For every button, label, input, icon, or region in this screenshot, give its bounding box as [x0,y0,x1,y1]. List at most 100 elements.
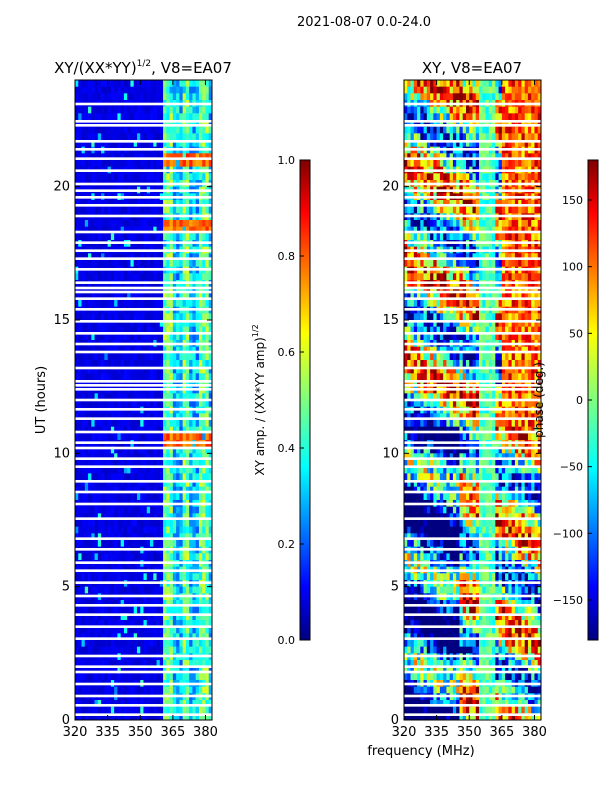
phase-heatmap-cell [527,80,532,88]
amplitude-heatmap-cell [78,666,82,674]
amplitude-heatmap-cell [176,346,180,354]
amplitude-heatmap-cell [166,666,170,674]
amplitude-heatmap-cell [133,286,138,294]
amplitude-heatmap-cell [153,606,157,614]
amplitude-heatmap-cell [120,420,125,428]
amplitude-heatmap-cell [182,320,187,328]
amplitude-heatmap-cell [140,233,144,241]
amplitude-heatmap-cell [81,420,86,428]
amplitude-heatmap-cell [140,420,144,428]
amplitude-heatmap-cell [97,586,102,594]
amplitude-heatmap-cell [189,293,193,301]
phase-heatmap-cell [521,80,526,88]
amplitude-heatmap-cell [101,613,105,621]
amplitude-heatmap-cell [110,113,115,121]
amplitude-heatmap-cell [78,533,82,541]
phase-heatmap-cell [410,80,415,88]
amplitude-heatmap-cell [185,613,190,621]
amplitude-heatmap-cell [159,360,164,368]
amplitude-heatmap-cell [91,540,95,548]
phase-heatmap-cell [472,93,477,101]
phase-heatmap-cell [407,113,411,121]
amplitude-heatmap-cell [130,206,135,214]
amplitude-heatmap-cell [107,633,112,641]
amplitude-heatmap-cell [123,93,128,101]
amplitude-heatmap-cell [192,526,197,534]
amplitude-heatmap-cell [104,93,108,101]
phase-heatmap-cell [527,153,532,161]
amplitude-heatmap-cell [75,300,79,308]
amplitude-y-tick-label: 20 [53,180,70,195]
amplitude-heatmap-cell [101,526,105,534]
phase-heatmap-cell [404,173,408,181]
phase-heatmap-cell [469,106,473,114]
amplitude-heatmap-cell [195,626,200,634]
phase-heatmap-cell [531,140,535,148]
amplitude-heatmap-cell [208,173,213,181]
amplitude-heatmap-cell [172,666,177,674]
amplitude-heatmap-cell [202,226,206,234]
amplitude-heatmap-cell [176,326,180,334]
phase-heatmap-cell [498,206,503,214]
amplitude-heatmap-cell [146,93,151,101]
amplitude-heatmap-cell [120,526,125,534]
amplitude-heatmap-cell [153,260,157,268]
amplitude-heatmap-cell [185,233,190,241]
amplitude-heatmap-cell [127,160,131,168]
amplitude-heatmap-cell [91,126,95,134]
amplitude-heatmap-cell [192,320,197,328]
amplitude-heatmap-cell [117,573,122,581]
phase-heatmap-cell [537,93,542,101]
amplitude-heatmap-cell [88,86,92,94]
amplitude-heatmap-cell [123,586,128,594]
amplitude-heatmap-cell [150,513,154,521]
amplitude-heatmap-cell [130,686,135,694]
amplitude-heatmap-cell [140,260,144,268]
amplitude-heatmap-cell [182,206,187,214]
amplitude-heatmap-cell [208,333,213,341]
amplitude-heatmap-cell [110,226,115,234]
amplitude-heatmap-cell [153,540,157,548]
amplitude-heatmap-cell [153,286,157,294]
amplitude-heatmap-cell [136,480,141,488]
amplitude-heatmap-cell [130,640,135,648]
amplitude-heatmap-cell [130,113,135,121]
amplitude-heatmap-cell [202,400,206,408]
amplitude-heatmap-cell [146,460,151,468]
amplitude-heatmap-cell [169,433,174,441]
amplitude-heatmap-cell [78,453,82,461]
phase-heatmap-cell [472,206,477,214]
amplitude-heatmap-cell [208,586,213,594]
amplitude-heatmap-cell [208,486,213,494]
amplitude-heatmap-cell [179,620,183,628]
amplitude-heatmap-cell [136,286,141,294]
amplitude-heatmap-cell [97,226,102,234]
phase-heatmap-cell [505,140,509,148]
amplitude-heatmap-cell [198,700,203,708]
amplitude-heatmap-cell [140,573,144,581]
amplitude-flagged-row [75,490,212,494]
amplitude-heatmap-cell [81,433,86,441]
amplitude-heatmap-cell [150,120,154,128]
amplitude-heatmap-cell [198,506,203,514]
amplitude-heatmap-cell [163,540,167,548]
phase-heatmap-cell [524,113,529,121]
amplitude-heatmap-cell [189,426,193,434]
amplitude-colorbar: 0.00.20.40.60.81.0 XY amp. / (XX*YY amp)… [251,154,311,647]
amplitude-heatmap-cell [97,413,102,421]
amplitude-heatmap-cell [143,286,148,294]
amplitude-heatmap-cell [117,320,122,328]
amplitude-heatmap-cell [91,520,95,528]
amplitude-heatmap-cell [94,86,99,94]
amplitude-heatmap-cell [120,473,125,481]
phase-heatmap-cell [423,140,428,148]
amplitude-heatmap-cell [189,126,193,134]
amplitude-heatmap-cell [185,533,190,541]
amplitude-heatmap-cell [143,706,148,714]
amplitude-heatmap-cell [172,220,177,228]
amplitude-heatmap-cell [205,253,210,261]
phase-heatmap-cell [420,173,424,181]
amplitude-heatmap-cell [202,686,206,694]
amplitude-heatmap-cell [163,640,167,648]
amplitude-heatmap-cell [94,666,99,674]
